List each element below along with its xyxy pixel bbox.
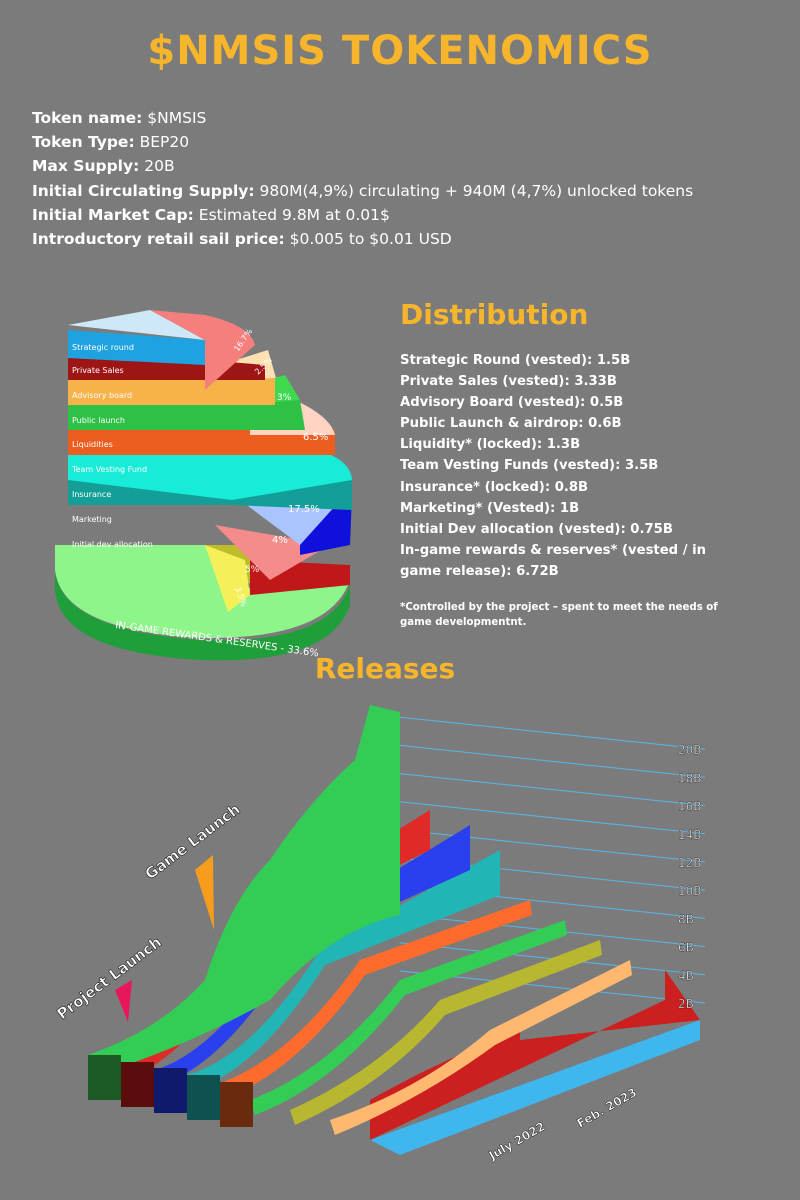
distribution-footnote: *Controlled by the project – spent to me… — [400, 600, 790, 630]
pie-label-insurance: Insurance — [72, 490, 111, 499]
distribution-item: Initial Dev allocation (vested): 0.75B — [400, 521, 673, 537]
pie-slice-initial-dev — [205, 545, 250, 612]
pie-label-private-sales: Private Sales — [72, 366, 124, 375]
distribution-item: Liquidity* (locked): 1.3B — [400, 437, 581, 453]
info-max-supply: Max Supply: 20B — [32, 157, 175, 176]
info-token-type: Token Type: BEP20 — [32, 133, 190, 152]
distribution-item: Public Launch & airdrop: 0.6B — [400, 416, 622, 432]
info-initial-circulating: Initial Circulating Supply: 980M(4,9%) c… — [32, 181, 694, 200]
pie-value-public-launch: 6.5% — [303, 432, 328, 443]
pie-label-team-vesting: Team Vesting Fund — [71, 465, 147, 474]
releases-title: Releases — [314, 652, 456, 685]
pie-slice-strategic-red — [150, 310, 255, 390]
distribution-item: Advisory Board (vested): 0.5B — [400, 395, 624, 411]
distribution-item: Strategic Round (vested): 1.5B — [400, 353, 631, 368]
pie-slice-strategic-side — [68, 330, 205, 365]
pie-label-advisory: Advisory board — [72, 391, 132, 400]
pie-label-marketing: Marketing — [72, 515, 112, 524]
pie-slice-ingame-side — [55, 570, 350, 661]
distribution-item: Insurance* (locked): 0.8B — [400, 479, 589, 495]
pie-slice-advisory-side — [68, 378, 275, 405]
footnote-line: *Controlled by the project – spent to me… — [400, 602, 718, 613]
distribution-item: In-game rewards & reserves* (vested / in — [400, 542, 707, 558]
pie-value-marketing: 5% — [245, 565, 260, 575]
pie-slice-ingame — [55, 545, 350, 639]
distribution-item: Private Sales (vested): 3.33B — [400, 374, 617, 390]
pie-slice-public-launch-side — [68, 400, 305, 430]
page-title: $NMSIS TOKENOMICS — [147, 28, 653, 74]
pie-value-advisory: 3% — [277, 393, 292, 403]
pie-label-liquidities: Liquidities — [72, 440, 113, 449]
distribution-item: Team Vesting Funds (vested): 3.5B — [400, 458, 659, 474]
info-market-cap: Initial Market Cap: Estimated 9.8M at 0.… — [32, 205, 390, 224]
distribution-item: Marketing* (Vested): 1B — [400, 500, 580, 516]
info-token-name: Token name: $NMSIS — [32, 109, 207, 127]
info-retail-price: Introductory retail sail price: $0.005 t… — [32, 230, 452, 249]
token-info: Token name: $NMSIS Token Type: BEP20 Max… — [32, 106, 792, 251]
pie-label-strategic: Strategic round — [72, 343, 134, 352]
pie-slice-marketing — [215, 525, 330, 580]
pie-value-insurance: 4% — [272, 535, 288, 546]
distribution-title: Distribution — [400, 298, 589, 331]
pie-label-public-launch: Public launch — [72, 416, 125, 425]
pie-value-team-vesting: 17.5% — [288, 504, 320, 515]
distribution-list: Strategic Round (vested): 1.5B Private S… — [400, 350, 795, 582]
footnote-line: game developmentnt. — [400, 617, 527, 628]
pie-slice-strategic — [68, 310, 205, 340]
pie-slice-liquidities-side — [68, 430, 335, 455]
pie-label-initial-dev: Initial dev allocation — [72, 540, 153, 549]
distribution-item: game release): 6.72B — [400, 563, 559, 579]
